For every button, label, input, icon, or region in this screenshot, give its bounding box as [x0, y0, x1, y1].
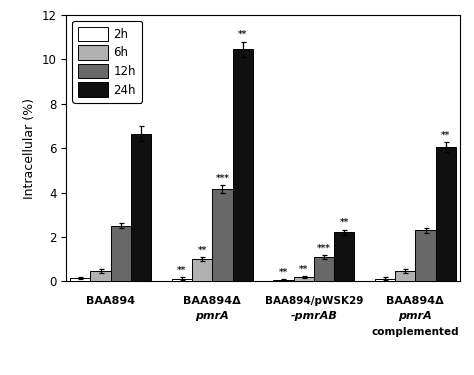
Bar	[233, 50, 253, 281]
Text: -pmrAB: -pmrAB	[291, 311, 337, 321]
Bar	[415, 230, 436, 281]
Bar	[70, 278, 91, 281]
Bar	[172, 279, 192, 281]
Bar	[314, 257, 334, 281]
Legend: 2h, 6h, 12h, 24h: 2h, 6h, 12h, 24h	[72, 21, 142, 103]
Text: **: **	[238, 30, 247, 39]
Text: pmrA: pmrA	[399, 311, 432, 321]
Bar	[192, 259, 212, 281]
Bar	[375, 279, 395, 281]
Text: complemented: complemented	[372, 327, 459, 337]
Bar	[273, 280, 293, 281]
Bar	[436, 147, 456, 281]
Text: BAA894: BAA894	[86, 296, 136, 306]
Bar	[212, 189, 233, 281]
Text: ***: ***	[216, 174, 229, 183]
Bar	[334, 232, 355, 281]
Text: **: **	[198, 245, 207, 254]
Text: ***: ***	[317, 243, 331, 252]
Bar	[111, 226, 131, 281]
Text: **: **	[299, 264, 308, 273]
Text: **: **	[279, 267, 288, 276]
Bar	[91, 271, 111, 281]
Text: **: **	[441, 130, 450, 140]
Bar	[293, 277, 314, 281]
Bar	[131, 134, 151, 281]
Text: BAA894Δ: BAA894Δ	[386, 296, 444, 306]
Bar	[395, 271, 415, 281]
Y-axis label: Intracellular (%): Intracellular (%)	[23, 98, 36, 199]
Text: **: **	[177, 266, 186, 275]
Text: pmrA: pmrA	[195, 311, 229, 321]
Text: BAA894Δ: BAA894Δ	[183, 296, 241, 306]
Text: BAA894/pWSK29: BAA894/pWSK29	[264, 296, 363, 306]
Text: **: **	[340, 218, 349, 227]
